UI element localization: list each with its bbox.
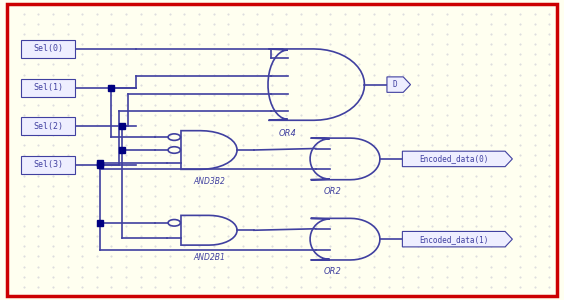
- FancyBboxPatch shape: [21, 117, 75, 135]
- Text: Sel(0): Sel(0): [33, 44, 63, 53]
- Polygon shape: [402, 231, 512, 247]
- Text: Sel(2): Sel(2): [33, 122, 63, 131]
- Text: AND2B1: AND2B1: [193, 253, 225, 262]
- Text: OR2: OR2: [324, 187, 341, 196]
- FancyBboxPatch shape: [21, 40, 75, 58]
- Text: Sel(3): Sel(3): [33, 160, 63, 169]
- Polygon shape: [387, 77, 411, 92]
- Text: D: D: [393, 80, 398, 89]
- Polygon shape: [402, 151, 512, 166]
- Text: Sel(1): Sel(1): [33, 83, 63, 92]
- Text: Encoded_data(0): Encoded_data(0): [419, 154, 488, 164]
- FancyBboxPatch shape: [21, 156, 75, 174]
- FancyBboxPatch shape: [21, 79, 75, 97]
- Text: OR4: OR4: [279, 129, 297, 138]
- Text: OR2: OR2: [324, 267, 341, 276]
- Text: AND3B2: AND3B2: [193, 177, 225, 186]
- Text: Encoded_data(1): Encoded_data(1): [419, 235, 488, 244]
